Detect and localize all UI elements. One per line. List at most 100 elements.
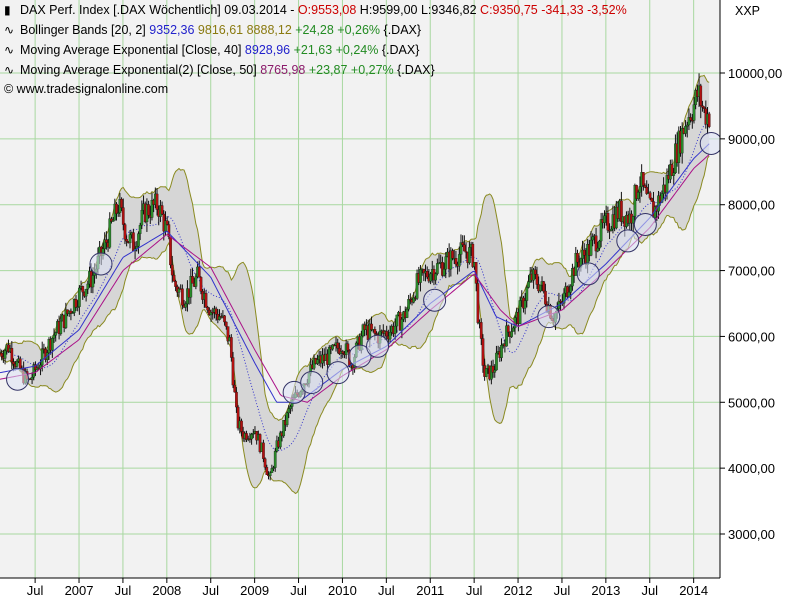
x-tick-label: 2012 — [504, 583, 533, 598]
candle-body — [331, 344, 334, 350]
candle-body — [606, 212, 610, 231]
high-value: H:9599,00 — [356, 3, 418, 17]
signal-circle — [89, 252, 113, 276]
candle-body — [177, 288, 181, 293]
candle-body — [316, 359, 319, 364]
candle-body — [214, 308, 218, 315]
bollinger-change: +24,28 +0,26% — [291, 23, 381, 37]
candle-body — [442, 268, 446, 276]
candle-body — [91, 275, 95, 288]
candle-body — [174, 281, 177, 287]
candle-body — [181, 288, 184, 306]
candle-body — [115, 203, 118, 214]
signal-circle — [616, 229, 640, 253]
candle-body — [672, 172, 676, 176]
x-tick-label: Jul — [466, 583, 483, 598]
candle-body — [125, 239, 128, 242]
candle-body — [707, 113, 711, 127]
candle-body — [481, 338, 485, 366]
candle-body — [511, 327, 515, 332]
candle-body — [665, 175, 669, 193]
candle-body — [648, 192, 652, 199]
candle-body — [641, 172, 645, 186]
candle-body — [128, 234, 132, 244]
close-value: C:9350,75 — [476, 3, 538, 17]
candle-body — [506, 325, 510, 333]
candle-body — [692, 104, 696, 121]
x-tick-label: Jul — [27, 583, 44, 598]
candle-body — [454, 258, 458, 265]
candle-body — [189, 276, 193, 298]
candle-body — [429, 273, 432, 282]
candle-body — [184, 303, 188, 308]
candle-body — [123, 224, 127, 240]
candle-body — [0, 352, 4, 357]
y-tick-label: 6000,00 — [728, 329, 775, 344]
open-value: O:9553,08 — [297, 3, 357, 17]
candle-body — [582, 249, 586, 256]
candle-body — [415, 273, 419, 299]
candle-body — [375, 333, 378, 335]
candle-body — [194, 276, 198, 287]
signal-circle — [348, 344, 372, 368]
y-tick-label: 7000,00 — [728, 264, 775, 279]
candle-body — [272, 467, 275, 469]
candle-body — [10, 348, 14, 362]
copyright-text: © www.tradesignalonline.com — [4, 82, 169, 96]
signal-circle — [576, 262, 600, 286]
candle-body — [30, 377, 34, 380]
x-tick-label: Jul — [202, 583, 219, 598]
candle-icon: ▮ — [4, 3, 11, 17]
indicator-icon: ∿ — [4, 43, 15, 57]
candle-body — [510, 331, 513, 337]
signal-circle — [326, 361, 350, 385]
signal-circle — [423, 288, 447, 312]
candle-body — [464, 250, 468, 253]
candle-body — [603, 215, 606, 223]
header-line-ema50: ∿ Moving Average Exponential(2) [Close, 5… — [4, 63, 435, 77]
candle-body — [525, 287, 529, 301]
candle-body — [434, 273, 437, 281]
candle-body — [576, 253, 579, 263]
bollinger-band-fill — [0, 75, 710, 494]
candle-body — [250, 434, 253, 440]
candle-body — [596, 247, 600, 252]
candle-body — [631, 216, 635, 224]
candle-body — [59, 320, 63, 334]
ema40-label: Moving Average Exponential [Close, 40] — [20, 43, 245, 57]
signal-circle — [300, 371, 324, 395]
signal-circle — [366, 334, 390, 358]
exchange-label: XXP — [734, 4, 760, 18]
y-tick-label: 8000,00 — [728, 198, 775, 213]
x-tick-label: Jul — [290, 583, 307, 598]
candle-body — [78, 287, 81, 307]
candle-body — [476, 283, 480, 323]
candle-body — [120, 198, 123, 208]
header-line-ema40: ∿ Moving Average Exponential [Close, 40] … — [4, 43, 419, 57]
candle-body — [459, 242, 463, 255]
x-axis-panel — [0, 578, 720, 600]
candle-body — [685, 124, 689, 127]
x-tick-label: 2011 — [416, 583, 444, 598]
candle-body — [341, 351, 345, 354]
candle-body — [533, 269, 537, 275]
candle-body — [164, 220, 167, 232]
candle-body — [405, 309, 409, 318]
candle-body — [273, 450, 277, 468]
candle-body — [235, 391, 238, 408]
candle-body — [108, 218, 112, 248]
candle-body — [52, 335, 56, 339]
y-axis: 3000,00 4000,00 5000,00 6000,00 7000,00 8000,… — [719, 0, 800, 600]
candle-body — [169, 236, 172, 266]
candle-body — [265, 467, 269, 475]
x-tick-label: Jul — [641, 583, 658, 598]
candle-body — [699, 85, 703, 106]
candle-body — [155, 193, 159, 210]
candle-body — [121, 207, 125, 225]
candle-body — [542, 281, 546, 292]
candle-body — [285, 412, 289, 426]
x-tick-label: Jul — [378, 583, 395, 598]
candle-body — [64, 309, 68, 328]
candle-body — [373, 329, 377, 334]
